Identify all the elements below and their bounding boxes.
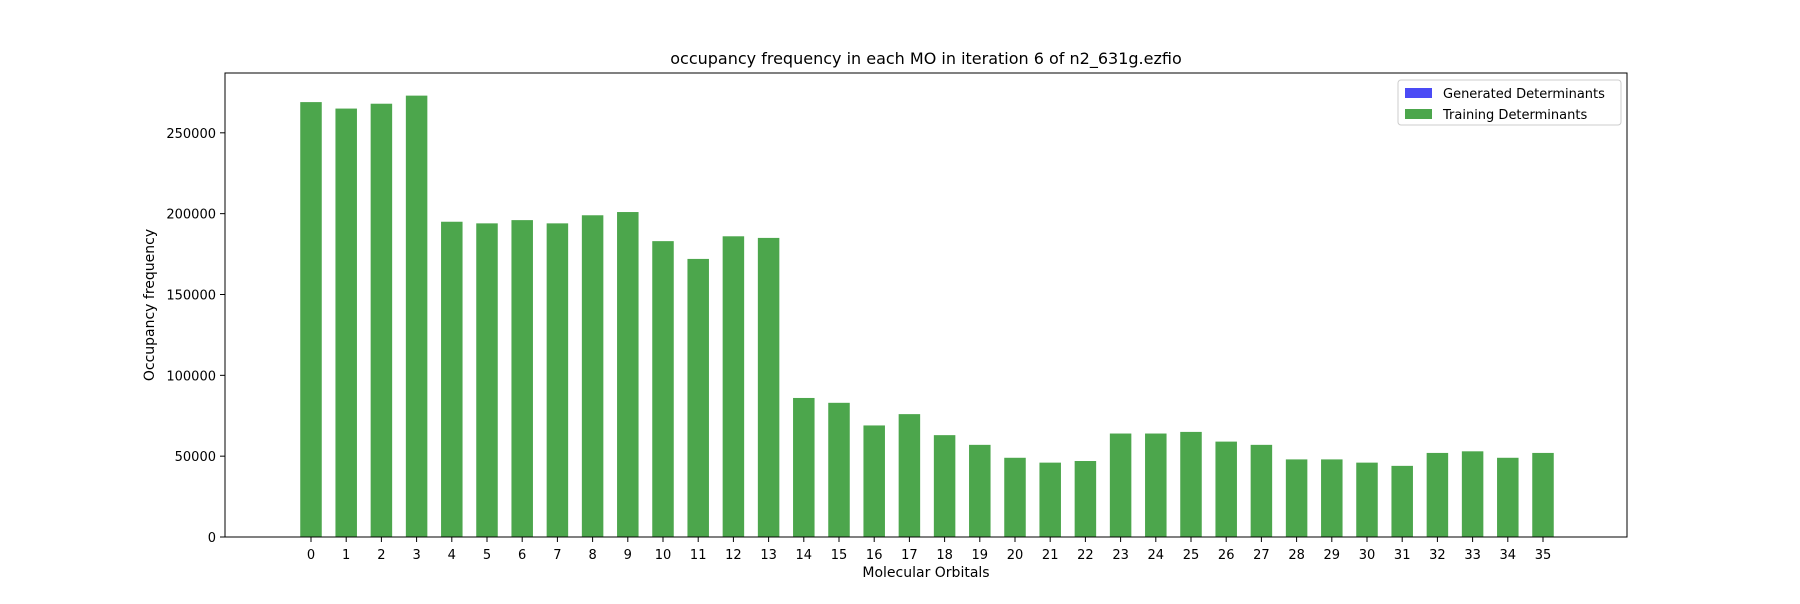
bar-series1-8: [581, 215, 604, 537]
x-tick-label: 29: [1324, 548, 1341, 563]
bar-series1-18: [933, 435, 956, 537]
x-tick-label: 2: [377, 548, 385, 563]
bar-series1-13: [757, 237, 780, 537]
legend-box: [1397, 79, 1622, 126]
x-tick-label: 19: [972, 548, 989, 563]
x-tick-label: 11: [690, 548, 707, 563]
x-tick-label: 13: [760, 548, 777, 563]
bar-series1-5: [476, 223, 498, 538]
x-tick-label: 15: [831, 548, 848, 563]
bar-series1-35: [1532, 452, 1554, 537]
bar-series1-11: [687, 258, 709, 537]
bar-series1-27: [1250, 444, 1273, 537]
bars-layer: [300, 95, 1554, 538]
x-tick-label: 6: [518, 548, 526, 563]
y-axis: 0 50000 100000 150000 200000 250000: [166, 127, 225, 546]
x-tick-label: 22: [1077, 548, 1094, 563]
x-tick-label: 4: [448, 548, 456, 563]
bar-series1-1: [335, 108, 357, 537]
x-tick-label: 14: [796, 548, 813, 563]
bar-series1-6: [511, 220, 533, 537]
bar-series1-3: [405, 95, 428, 537]
x-tick-label: 17: [901, 548, 918, 563]
legend: Generated Determinants Training Determina…: [1397, 79, 1622, 126]
bar-series1-25: [1180, 431, 1202, 537]
legend-label-1: Training Determinants: [1442, 108, 1587, 123]
bar-series1-2: [370, 103, 393, 537]
bar-series1-19: [969, 444, 991, 537]
x-tick-label: 21: [1042, 548, 1059, 563]
x-tick-label: 0: [307, 548, 315, 563]
x-tick-label: 26: [1218, 548, 1235, 563]
x-tick-label: 12: [725, 548, 742, 563]
x-tick-label: 31: [1394, 548, 1411, 563]
x-tick-label: 3: [412, 548, 420, 563]
bar-series1-22: [1074, 461, 1097, 537]
x-tick-label: 9: [624, 548, 632, 563]
bar-series1-7: [546, 223, 569, 538]
bar-series1-32: [1426, 452, 1449, 537]
y-tick-label: 200000: [166, 208, 216, 223]
x-axis-label: Molecular Orbitals: [862, 565, 989, 581]
legend-swatch-0: [1405, 88, 1432, 98]
y-tick-label: 50000: [175, 450, 216, 465]
bar-series1-21: [1039, 462, 1061, 537]
bar-series1-12: [722, 236, 745, 538]
x-tick-label: 16: [866, 548, 883, 563]
x-tick-label: 32: [1429, 548, 1446, 563]
bar-series1-23: [1109, 433, 1132, 537]
x-tick-label: 23: [1112, 548, 1129, 563]
bar-series1-0: [300, 102, 322, 537]
x-tick-label: 5: [483, 548, 491, 563]
x-tick-label: 18: [936, 548, 953, 563]
x-tick-label: 10: [655, 548, 672, 563]
x-tick-label: 7: [553, 548, 561, 563]
plot-area-frame: [224, 72, 1628, 538]
x-tick-label: 34: [1500, 548, 1517, 563]
x-tick-label: 35: [1535, 548, 1552, 563]
legend-label-0: Generated Determinants: [1443, 87, 1605, 102]
x-tick-label: 24: [1148, 548, 1165, 563]
bar-series1-24: [1145, 433, 1167, 537]
bar-series1-14: [793, 397, 815, 537]
x-axis: 0 1 2 3 4 5 6 7 8 9 10 11 12 13 14 15 16 17 18 19 20 21 22 23 24…: [307, 537, 1551, 563]
x-tick-label: 8: [588, 548, 596, 563]
bar-series1-29: [1321, 459, 1343, 537]
bar-series1-16: [863, 425, 885, 537]
bar-series1-4: [441, 221, 463, 538]
x-tick-label: 1: [342, 548, 350, 563]
x-tick-label: 27: [1253, 548, 1270, 563]
y-tick-label: 150000: [166, 288, 216, 303]
y-axis-label: Occupancy frequency: [142, 229, 158, 381]
x-tick-label: 25: [1183, 548, 1200, 563]
bar-series1-10: [652, 241, 674, 537]
y-tick-label: 250000: [166, 127, 216, 142]
bar-series1-30: [1356, 462, 1378, 537]
legend-swatch-1: [1405, 109, 1432, 119]
bar-series1-20: [1004, 457, 1026, 537]
bar-series1-17: [898, 414, 921, 537]
chart-title: occupancy frequency in each MO in iterat…: [670, 49, 1181, 69]
bar-series1-26: [1215, 441, 1237, 537]
bar-series1-33: [1461, 451, 1484, 537]
x-tick-label: 33: [1464, 548, 1481, 563]
bar-series1-28: [1285, 459, 1308, 537]
x-tick-label: 28: [1288, 548, 1305, 563]
x-tick-label: 30: [1359, 548, 1376, 563]
bar-series1-31: [1391, 465, 1413, 537]
y-tick-label: 100000: [166, 369, 216, 384]
y-tick-label: 0: [208, 531, 216, 546]
bar-series1-9: [617, 212, 639, 538]
bar-series1-34: [1497, 457, 1519, 537]
bar-series1-15: [828, 402, 850, 537]
x-tick-label: 20: [1007, 548, 1024, 563]
